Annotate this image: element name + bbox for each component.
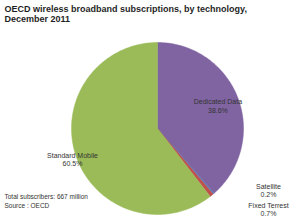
svg-text:Fixed Terrest0.7%: Fixed Terrest0.7% [248, 202, 288, 217]
svg-text:OECD wireless broadband subscr: OECD wireless broadband subscriptions, b… [5, 4, 247, 24]
svg-text:Total subscribers: 667 million: Total subscribers: 667 million [5, 193, 89, 200]
svg-text:Source : OECD: Source : OECD [5, 202, 50, 209]
svg-text:Satellite0.2%: Satellite0.2% [256, 183, 281, 198]
svg-text:Dedicated Data38.6%: Dedicated Data38.6% [194, 98, 242, 113]
svg-text:Standard Mobile60.5%: Standard Mobile60.5% [47, 152, 98, 167]
